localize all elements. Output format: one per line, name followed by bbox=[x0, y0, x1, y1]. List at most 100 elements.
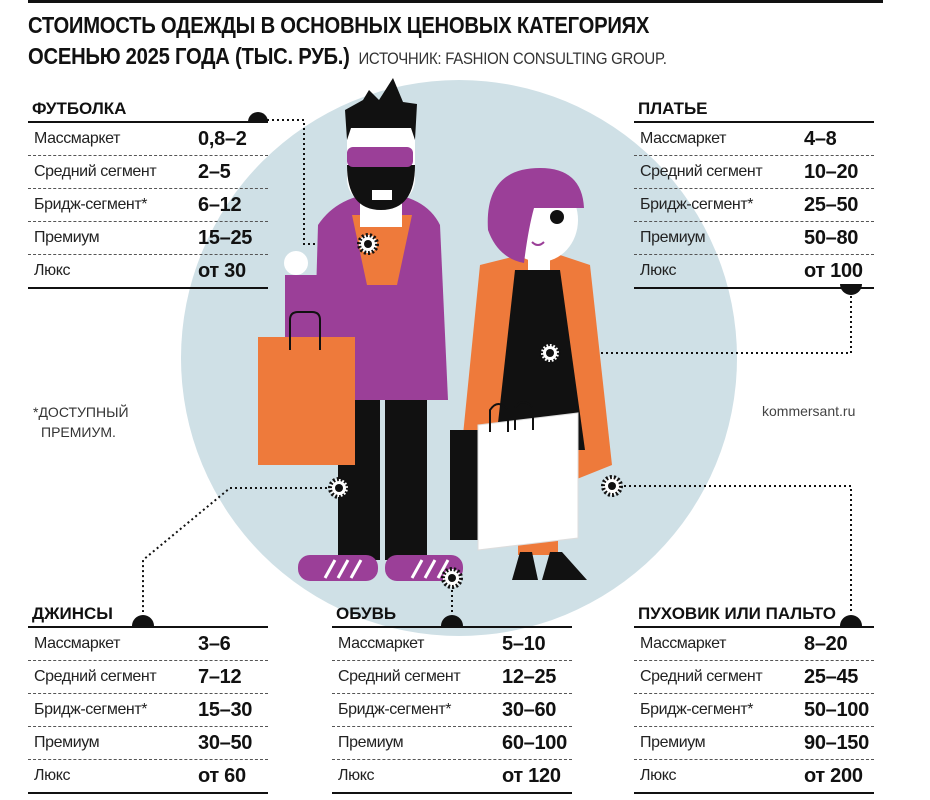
page-title: СТОИМОСТЬ ОДЕЖДЫ В ОСНОВНЫХ ЦЕНОВЫХ КАТЕ… bbox=[28, 10, 667, 74]
price-value: 10–20 bbox=[804, 160, 859, 183]
man-figure bbox=[258, 78, 463, 581]
segment-label: Массмаркет bbox=[640, 635, 727, 652]
table-row: Премиум 60–100 bbox=[332, 727, 572, 760]
table-title: ПУХОВИК ИЛИ ПАЛЬТО bbox=[634, 602, 874, 628]
segment-label: Премиум bbox=[338, 734, 404, 751]
table-row: Массмаркет 4–8 bbox=[634, 123, 874, 156]
table-row: Средний сегмент 12–25 bbox=[332, 661, 572, 694]
connector-jeans bbox=[142, 487, 332, 612]
price-value: 25–50 bbox=[804, 193, 859, 216]
price-value: 3–6 bbox=[198, 632, 231, 655]
segment-label: Средний сегмент bbox=[640, 668, 763, 685]
table-row: Средний сегмент 10–20 bbox=[634, 156, 874, 189]
footnote-line-1: *ДОСТУПНЫЙ bbox=[33, 404, 129, 420]
table-row: Люкс от 200 bbox=[634, 760, 874, 794]
table-dress: ПЛАТЬЕ Массмаркет 4–8 Средний сегмент 10–20 Б… bbox=[634, 97, 874, 289]
woman-hair bbox=[487, 168, 584, 263]
woman-heels bbox=[512, 552, 587, 580]
price-value: 15–30 bbox=[198, 698, 253, 721]
table-title: ОБУВЬ bbox=[332, 602, 572, 628]
price-value: от 30 bbox=[198, 259, 246, 282]
table-title: ФУТБОЛКА bbox=[28, 97, 268, 123]
price-value: от 200 bbox=[804, 764, 863, 787]
price-value: 15–25 bbox=[198, 226, 253, 249]
price-value: 7–12 bbox=[198, 665, 242, 688]
table-row: Премиум 50–80 bbox=[634, 222, 874, 255]
table-coat: ПУХОВИК ИЛИ ПАЛЬТО Массмаркет 8–20 Средний … bbox=[634, 602, 874, 794]
segment-label: Средний сегмент bbox=[34, 163, 157, 180]
table-row: Средний сегмент 2–5 bbox=[28, 156, 268, 189]
price-value: 0,8–2 bbox=[198, 127, 247, 150]
segment-label: Бридж-сегмент* bbox=[640, 196, 754, 213]
segment-label: Люкс bbox=[640, 767, 677, 784]
segment-label: Премиум bbox=[640, 229, 706, 246]
price-value: от 100 bbox=[804, 259, 863, 282]
table-row: Бридж-сегмент* 25–50 bbox=[634, 189, 874, 222]
table-row: Средний сегмент 25–45 bbox=[634, 661, 874, 694]
table-row: Массмаркет 0,8–2 bbox=[28, 123, 268, 156]
man-right-leg bbox=[385, 390, 427, 560]
segment-label: Массмаркет bbox=[34, 635, 121, 652]
table-row: Массмаркет 3–6 bbox=[28, 628, 268, 661]
man-arm bbox=[285, 275, 325, 345]
price-value: 30–50 bbox=[198, 731, 253, 754]
table-row: Бридж-сегмент* 50–100 bbox=[634, 694, 874, 727]
table-row: Массмаркет 5–10 bbox=[332, 628, 572, 661]
segment-label: Массмаркет bbox=[338, 635, 425, 652]
table-row: Премиум 90–150 bbox=[634, 727, 874, 760]
table-row: Бридж-сегмент* 15–30 bbox=[28, 694, 268, 727]
table-row: Люкс от 60 bbox=[28, 760, 268, 794]
dot-dress bbox=[840, 284, 862, 295]
connector-dress bbox=[556, 287, 852, 354]
segment-label: Люкс bbox=[34, 262, 71, 279]
table-tshirt: ФУТБОЛКА Массмаркет 0,8–2 Средний сегмент 2–… bbox=[28, 97, 268, 289]
man-shirt bbox=[352, 215, 412, 285]
table-title: ДЖИНСЫ bbox=[28, 602, 268, 628]
segment-label: Бридж-сегмент* bbox=[34, 196, 148, 213]
footnote: *ДОСТУПНЫЙ ПРЕМИУМ. bbox=[33, 402, 129, 442]
price-value: 2–5 bbox=[198, 160, 231, 183]
table-row: Люкс от 100 bbox=[634, 255, 874, 289]
segment-label: Люкс bbox=[34, 767, 71, 784]
segment-label: Средний сегмент bbox=[640, 163, 763, 180]
segment-label: Премиум bbox=[34, 229, 100, 246]
table-row: Средний сегмент 7–12 bbox=[28, 661, 268, 694]
segment-label: Бридж-сегмент* bbox=[34, 701, 148, 718]
price-value: 12–25 bbox=[502, 665, 557, 688]
dot-tshirt bbox=[248, 112, 268, 122]
table-row: Бридж-сегмент* 30–60 bbox=[332, 694, 572, 727]
segment-label: Средний сегмент bbox=[34, 668, 157, 685]
table-row: Премиум 30–50 bbox=[28, 727, 268, 760]
table-row: Бридж-сегмент* 6–12 bbox=[28, 189, 268, 222]
price-value: 4–8 bbox=[804, 127, 837, 150]
segment-label: Бридж-сегмент* bbox=[640, 701, 754, 718]
table-row: Премиум 15–25 bbox=[28, 222, 268, 255]
title-line-1: СТОИМОСТЬ ОДЕЖДЫ В ОСНОВНЫХ ЦЕНОВЫХ КАТЕ… bbox=[28, 12, 650, 38]
woman-eye bbox=[550, 210, 564, 224]
top-rule bbox=[28, 0, 883, 3]
price-value: 50–100 bbox=[804, 698, 869, 721]
price-value: 60–100 bbox=[502, 731, 567, 754]
connector-dots bbox=[132, 112, 862, 626]
man-beard bbox=[347, 165, 415, 210]
orange-bag bbox=[258, 337, 355, 465]
footnote-line-2: ПРЕМИУМ. bbox=[41, 424, 116, 440]
price-value: 90–150 bbox=[804, 731, 869, 754]
dot-shoes bbox=[441, 615, 463, 626]
table-shoes: ОБУВЬ Массмаркет 5–10 Средний сегмент 12–25 Б… bbox=[332, 602, 572, 794]
background-circle bbox=[181, 80, 737, 636]
white-bag bbox=[477, 412, 579, 551]
table-row: Люкс от 30 bbox=[28, 255, 268, 289]
segment-label: Массмаркет bbox=[640, 130, 727, 147]
price-value: от 60 bbox=[198, 764, 246, 787]
connector-coat bbox=[614, 485, 852, 612]
dot-coat bbox=[840, 615, 862, 626]
source-note: ИСТОЧНИК: FASHION CONSULTING GROUP. bbox=[358, 49, 667, 68]
segment-label: Массмаркет bbox=[34, 130, 121, 147]
man-glasses bbox=[347, 147, 413, 167]
price-value: от 120 bbox=[502, 764, 561, 787]
price-value: 8–20 bbox=[804, 632, 848, 655]
dot-jeans bbox=[132, 615, 154, 626]
